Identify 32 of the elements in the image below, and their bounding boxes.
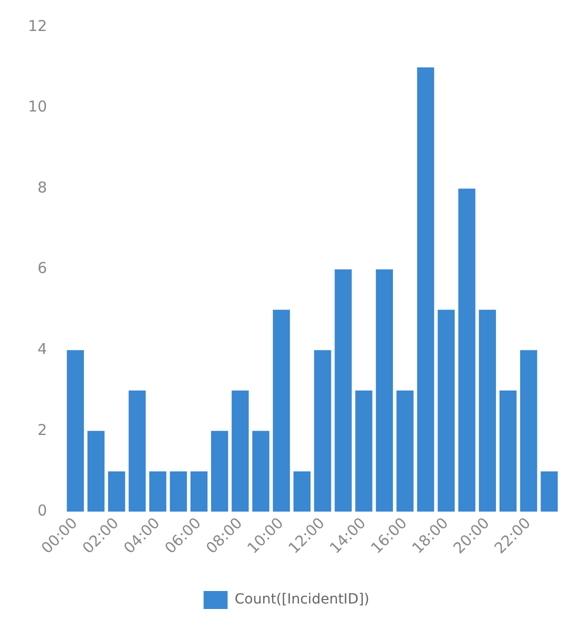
bar bbox=[314, 350, 332, 512]
bar bbox=[355, 390, 372, 512]
bar bbox=[252, 430, 270, 512]
bar bbox=[170, 471, 187, 512]
bar bbox=[438, 310, 455, 512]
legend-label: Count([IncidentID]) bbox=[234, 592, 370, 608]
bar bbox=[396, 390, 414, 512]
bar bbox=[458, 188, 476, 512]
y-tick-label: 8 bbox=[38, 178, 48, 196]
bar bbox=[334, 269, 352, 512]
y-tick-label: 12 bbox=[28, 16, 48, 35]
bar bbox=[540, 471, 558, 512]
bar bbox=[520, 350, 538, 512]
bar bbox=[478, 310, 496, 512]
bar bbox=[66, 350, 84, 512]
bar bbox=[190, 471, 208, 512]
bar bbox=[232, 390, 249, 512]
y-tick-label: 4 bbox=[38, 340, 48, 358]
y-tick-label: 0 bbox=[38, 502, 48, 520]
bar bbox=[272, 310, 290, 512]
bar bbox=[87, 430, 105, 512]
bar bbox=[417, 67, 434, 512]
bar bbox=[149, 471, 166, 512]
bar bbox=[376, 269, 393, 512]
y-tick-label: 10 bbox=[28, 98, 48, 116]
bar bbox=[211, 430, 228, 512]
bar bbox=[293, 471, 311, 512]
y-tick-label: 2 bbox=[38, 420, 48, 439]
bar bbox=[500, 390, 517, 512]
bar bbox=[128, 390, 146, 512]
y-tick-label: 6 bbox=[38, 259, 48, 278]
bar bbox=[108, 471, 126, 512]
